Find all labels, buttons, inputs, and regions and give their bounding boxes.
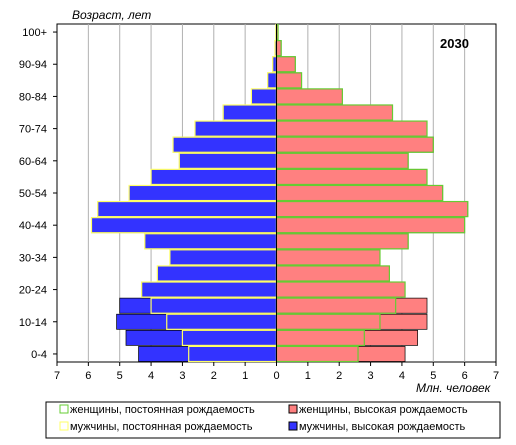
x-tick-label: 6 (462, 370, 468, 382)
bar-female-high (276, 249, 381, 266)
x-tick-label: 6 (85, 370, 91, 382)
y-tick-label: 60-64 (19, 156, 47, 168)
bar-female-high (276, 233, 409, 250)
x-tick-label: 4 (148, 370, 154, 382)
bar-male-high (125, 329, 277, 346)
x-tick-label: 7 (493, 370, 499, 382)
x-tick-label: 3 (368, 370, 374, 382)
bar-female-high (276, 265, 390, 282)
bar-female-high (276, 152, 409, 169)
legend-box (45, 401, 501, 439)
legend: женщины, постоянная рождаемость женщины, … (45, 401, 501, 439)
legend-swatch (288, 421, 298, 431)
y-axis-title: Возраст, лет (72, 8, 151, 22)
x-tick-label: 1 (305, 370, 311, 382)
bar-male-high (91, 217, 277, 234)
bar-female-high (276, 329, 418, 346)
y-tick-label: 40-44 (19, 220, 47, 232)
y-tick-label: 0-4 (31, 349, 47, 361)
bar-female-high (276, 136, 434, 153)
bar-female-high (276, 120, 428, 137)
bar-male-high (150, 169, 277, 185)
x-axis-title: Млн. человек (416, 381, 492, 395)
bar-male-high (119, 297, 277, 314)
bar-female-high (276, 346, 406, 362)
y-tick-label: 90-94 (19, 59, 47, 71)
bar-female-high (276, 217, 465, 234)
bar-female-high (276, 169, 428, 185)
year-label: 2030 (440, 36, 469, 51)
legend-swatch (59, 421, 69, 431)
bar-male-high (172, 136, 277, 153)
y-tick-label: 10-14 (19, 317, 47, 329)
bar-male-high (97, 201, 277, 217)
bar-male-high (194, 120, 277, 137)
x-tick-label: 5 (430, 370, 436, 382)
bar-female-high (276, 297, 428, 314)
y-tick-label: 50-54 (19, 188, 47, 200)
y-tick-label: 20-24 (19, 285, 47, 297)
bar-male-high (144, 233, 277, 250)
y-tick-label: 100+ (22, 27, 47, 39)
x-tick-label: 2 (211, 370, 217, 382)
bar-male-high (267, 72, 277, 89)
bar-male-high (169, 249, 277, 266)
bar-female-high (276, 88, 343, 105)
x-tick-label: 0 (273, 370, 279, 382)
legend-label: женщины, высокая рождаемость (299, 404, 468, 416)
bar-female-high (276, 40, 282, 57)
x-tick-label: 5 (117, 370, 123, 382)
bar-male-high (141, 281, 277, 298)
bar-female-high (276, 72, 302, 89)
bar-female-high (276, 185, 444, 201)
x-tick-label: 4 (399, 370, 405, 382)
x-tick-label: 7 (54, 370, 60, 382)
bar-male-high (251, 88, 277, 105)
x-tick-label: 1 (242, 370, 248, 382)
bar-male-high (222, 104, 277, 121)
legend-label: женщины, постоянная рождаемость (70, 404, 255, 416)
y-tick-label: 80-84 (19, 91, 47, 103)
legend-swatch (59, 404, 69, 414)
bar-male-high (156, 265, 277, 282)
bar-male-high (116, 313, 277, 330)
bar-female-high (276, 56, 296, 73)
x-tick-label: 2 (336, 370, 342, 382)
y-tick-label: 30-34 (19, 252, 47, 264)
y-tick-label: 70-74 (19, 124, 47, 136)
bar-female-high (276, 201, 469, 217)
x-tick-label: 3 (179, 370, 185, 382)
legend-label: мужчины, постоянная рождаемость (70, 421, 253, 433)
bar-male-high (178, 152, 277, 169)
bar-male-high (128, 185, 277, 201)
bar-female-high (276, 104, 393, 121)
legend-swatch (288, 404, 298, 414)
bar-female-high (276, 313, 428, 330)
bar-female-high (276, 281, 406, 298)
plot-area: 0-4 10-14 20-24 30-34 40-44 50-54 60-64 70-74 80… (19, 23, 499, 382)
bar-male-high (138, 346, 277, 362)
legend-label: мужчины, высокая рождаемость (299, 421, 466, 433)
